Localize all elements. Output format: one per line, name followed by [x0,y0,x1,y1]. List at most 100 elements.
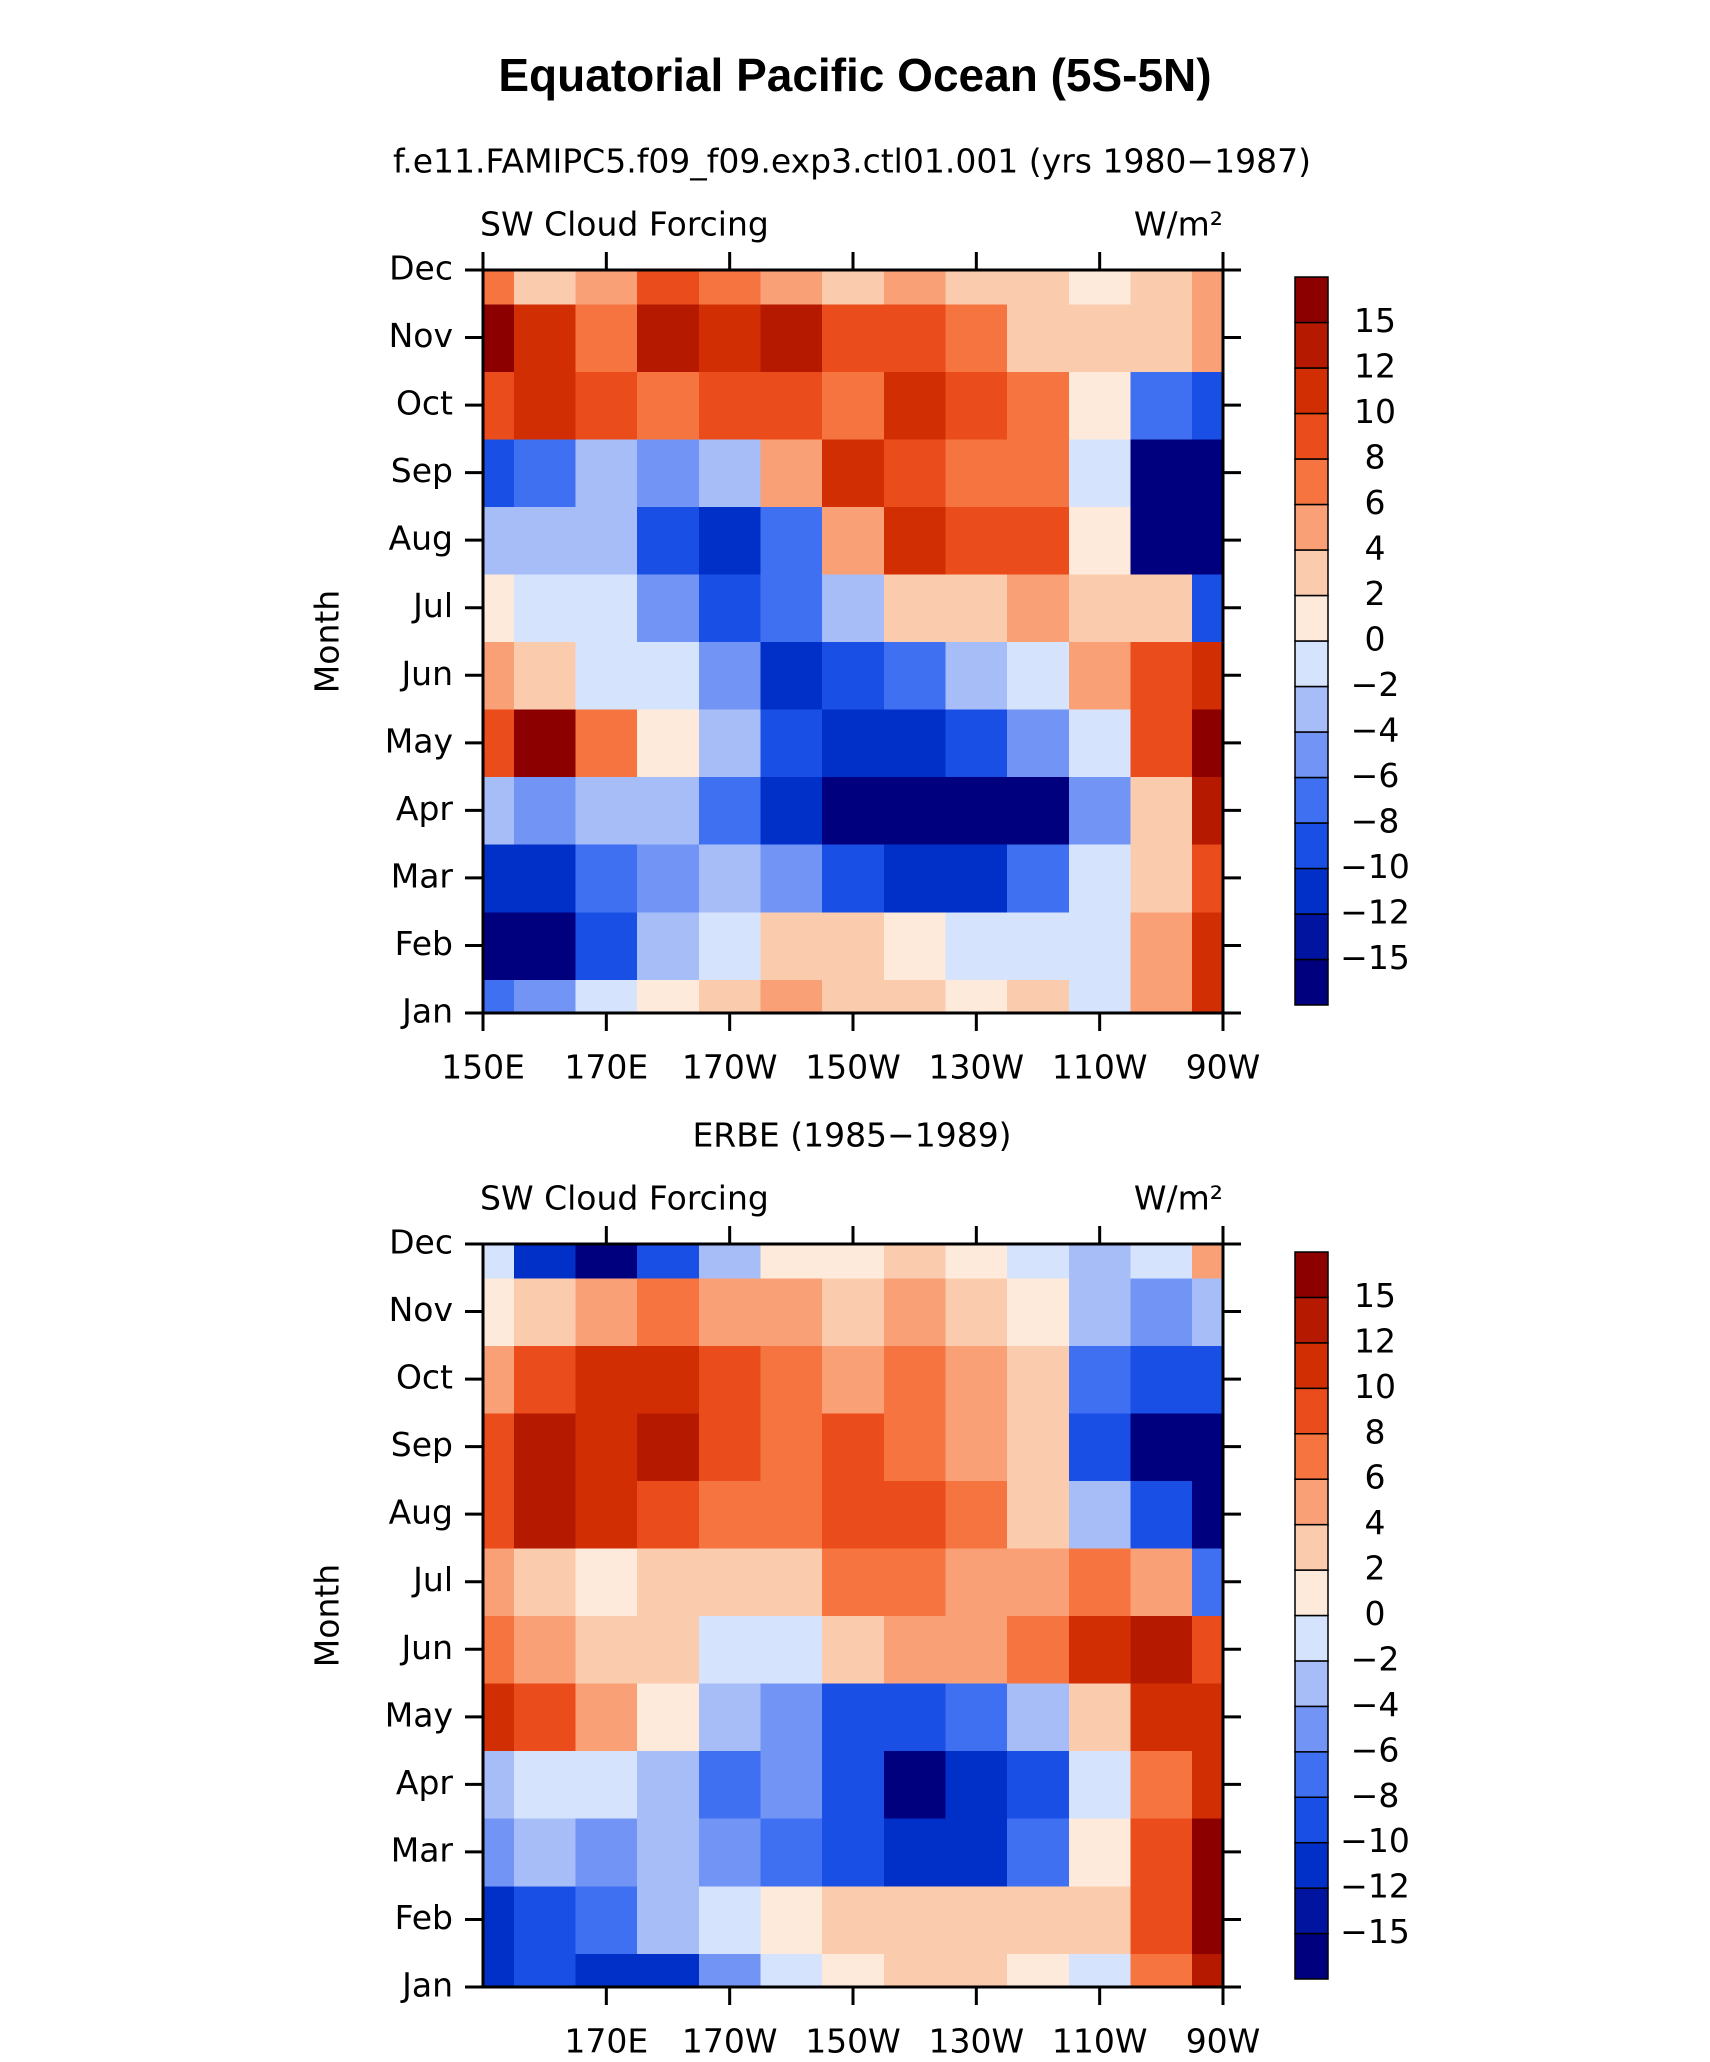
cell [698,573,762,643]
cell [1192,1244,1224,1279]
cell [575,1412,638,1482]
colorbar-box [1294,1251,1329,1299]
cell [698,1412,762,1482]
cell [1130,270,1193,305]
cell [637,573,700,643]
cell [945,1547,1008,1617]
colorbar-label: −10 [1340,1821,1410,1860]
cell [945,371,1008,440]
cell [1192,1480,1224,1549]
cell [883,1277,947,1346]
cell [760,270,823,305]
cell [1068,1953,1132,1988]
cell [637,1615,700,1684]
cell [698,1750,762,1819]
cell [698,1244,762,1279]
cell [1130,979,1193,1014]
cell [760,1345,823,1414]
cell [945,438,1008,508]
cell [1130,303,1193,372]
cell [513,1480,577,1549]
y-tick-label: Jul [411,1560,453,1599]
cell [575,506,638,575]
cell [575,1547,638,1617]
cell [698,1615,762,1684]
cell [760,1615,823,1684]
cell [1007,1683,1070,1752]
colorbar-box [1294,913,1329,961]
cell [575,1244,638,1279]
cell [760,506,823,575]
cell [1192,1277,1224,1346]
y-tick-label: Aug [389,1493,453,1532]
cell [483,1615,515,1684]
left-string: SW Cloud Forcing [480,1179,769,1218]
cell [698,776,762,845]
cell [760,776,823,845]
colorbar-label: 6 [1365,1458,1386,1497]
cell [575,1277,638,1346]
cell [575,438,638,508]
colorbar-label: −8 [1351,1776,1400,1815]
cell [760,1244,823,1279]
cell [483,1683,515,1752]
cell [513,1345,577,1414]
cell [760,911,823,980]
cell [760,641,823,710]
x-tick-label: 130W [929,2022,1025,2061]
cell [1130,1953,1193,1988]
cell [760,979,823,1014]
colorbar-box [1294,549,1329,597]
colorbar-label: 15 [1354,1276,1396,1315]
cell [1130,1818,1193,1887]
cell [822,844,885,913]
colorbar-label: 10 [1354,392,1396,431]
cell [1192,1818,1224,1887]
cell [883,371,947,440]
cell [483,709,515,778]
cell [637,709,700,778]
cell [637,438,700,508]
colorbar-label: 8 [1365,1412,1386,1451]
colorbar-label: 6 [1365,483,1386,522]
colorbar-label: 10 [1354,1367,1396,1406]
cell [575,776,638,845]
y-tick-label: Apr [396,1763,454,1802]
cell [513,1885,577,1954]
cell [1192,1885,1224,1954]
cell [1130,844,1193,913]
cell [1068,641,1132,710]
panel-title: f.e11.FAMIPC5.f09_f09.exp3.ctl01.001 (yr… [393,142,1311,181]
cell [883,1818,947,1887]
cell [1007,303,1070,372]
cell [1130,1683,1193,1752]
cell [822,270,885,305]
cell [883,303,947,372]
cell [1192,270,1224,305]
cell [483,371,515,440]
cell [1192,303,1224,372]
colorbar-box [1294,367,1329,415]
cell [883,270,947,305]
cell [1130,709,1193,778]
cell [1192,1953,1224,1988]
cell [822,911,885,980]
cell [698,1953,762,1988]
colorbar-box [1294,1841,1329,1889]
cell [1007,1953,1070,1988]
colorbar-box [1294,731,1329,779]
cell [637,1750,700,1819]
cell [513,1244,577,1279]
cell [1192,1683,1224,1752]
cell [1007,438,1070,508]
cell [1007,573,1070,643]
cell [883,1412,947,1482]
y-tick-label: Nov [389,1290,453,1329]
y-tick-label: Nov [389,316,453,355]
colorbar-box [1294,276,1329,324]
colorbar-label: 15 [1354,301,1396,340]
cell [1130,1547,1193,1617]
cell [822,1412,885,1482]
cell [698,371,762,440]
